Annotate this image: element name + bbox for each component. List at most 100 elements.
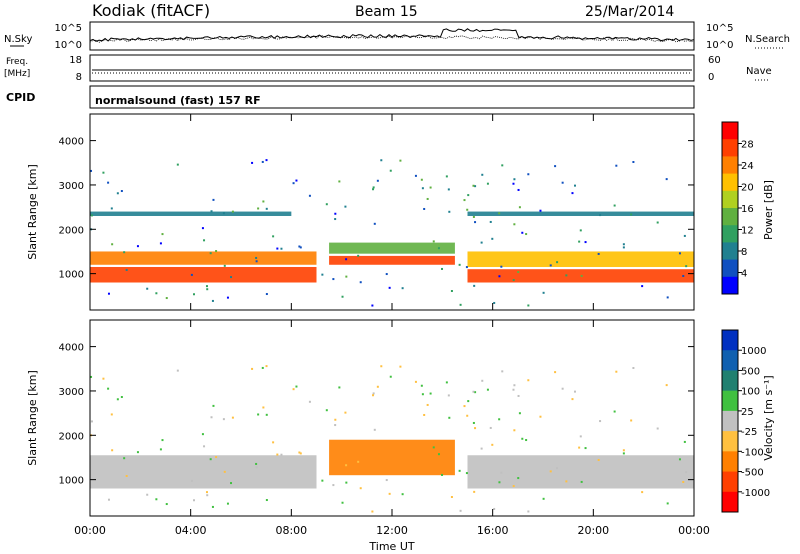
power-speckle	[622, 243, 625, 246]
power-speckle	[272, 235, 275, 238]
colorbar-cell	[722, 208, 738, 226]
velocity-speckle	[466, 414, 469, 417]
velocity-speckle	[512, 388, 515, 391]
velocity-speckle	[421, 393, 424, 396]
power-speckle	[420, 178, 423, 181]
power-speckle	[261, 160, 264, 163]
power-speckle	[512, 279, 515, 282]
velocity-speckle	[332, 484, 335, 487]
velocity-speckle	[491, 443, 494, 446]
power-speckle	[373, 222, 376, 225]
power-speckle	[201, 227, 204, 230]
velocity-speckle	[161, 439, 164, 442]
nsearch-tick-bottom: 10^0	[706, 40, 733, 51]
velocity-speckle	[206, 494, 209, 497]
power-speckle	[110, 207, 113, 210]
power-speckle	[615, 164, 618, 167]
power-speckle	[292, 182, 295, 185]
ytick-label: 4000	[59, 343, 84, 354]
power-speckle	[666, 296, 669, 299]
colorbar-cell	[722, 471, 738, 493]
power-speckle	[682, 274, 685, 277]
ytick-label: 1000	[59, 270, 84, 281]
power-speckle	[265, 207, 268, 210]
power-speckle	[123, 251, 126, 254]
velocity-speckle	[685, 471, 688, 474]
colorbar-tick-label: 20	[741, 183, 754, 194]
velocity-speckle	[380, 365, 383, 368]
colorbar-frame	[721, 329, 739, 513]
power-speckle	[578, 240, 581, 243]
velocity-speckle	[116, 398, 119, 401]
velocity-speckle	[136, 451, 139, 454]
power-colorbar-label: Power [dB]	[762, 180, 775, 240]
velocity-speckle	[211, 505, 214, 508]
power-speckle	[573, 184, 576, 187]
colorbar-cell	[722, 259, 738, 278]
velocity-speckle	[231, 416, 234, 419]
power-speckle	[472, 184, 475, 187]
power-speckle	[527, 304, 530, 307]
colorbar-cell	[722, 139, 738, 157]
power-speckle	[542, 291, 545, 294]
velocity-speckle	[357, 460, 360, 463]
xtick-label: 12:00	[376, 524, 408, 537]
velocity-speckle	[493, 507, 496, 510]
velocity-speckle	[432, 446, 435, 449]
ytick-label: 1000	[59, 476, 84, 487]
power-speckle	[527, 173, 530, 176]
power-speckle	[513, 178, 516, 181]
velocity-speckle	[584, 447, 587, 450]
velocity-speckle	[110, 413, 113, 416]
velocity-speckle	[463, 405, 466, 408]
power-speckle	[489, 220, 492, 223]
velocity-speckle	[656, 427, 659, 430]
power-speckle	[448, 210, 451, 213]
velocity-speckle	[426, 403, 429, 406]
power-speckle	[389, 169, 392, 172]
velocity-colorbar-label: Velocity [m s⁻¹]	[762, 375, 775, 460]
colorbar-cell	[722, 350, 738, 371]
power-speckle	[211, 299, 214, 302]
power-speckle	[192, 293, 195, 296]
nave-tick-top: 60	[708, 55, 721, 66]
power-ylabel: Slant Range [km]	[26, 164, 39, 260]
velocity-speckle	[385, 479, 388, 482]
nave-label: Nave	[746, 66, 772, 77]
power-speckle	[517, 188, 520, 191]
velocity-speckle	[146, 493, 149, 496]
power-speckle	[107, 292, 110, 295]
freq-tick-top: 18	[69, 55, 82, 66]
velocity-speckle	[272, 441, 275, 444]
power-speckle	[665, 178, 668, 181]
velocity-speckle	[192, 499, 195, 502]
power-heatmap	[90, 159, 694, 307]
power-speckle	[371, 304, 374, 307]
power-speckle	[344, 205, 347, 208]
velocity-speckle	[120, 396, 123, 399]
power-band	[467, 211, 694, 216]
power-speckle	[632, 161, 635, 164]
velocity-speckle	[615, 370, 618, 373]
beam-title: Beam 15	[355, 4, 418, 20]
velocity-band	[90, 455, 317, 489]
power-speckle	[372, 188, 375, 191]
power-speckle	[255, 256, 258, 259]
velocity-speckle	[474, 391, 477, 394]
power-speckle	[441, 267, 444, 270]
velocity-speckle	[372, 392, 375, 395]
velocity-speckle	[429, 392, 432, 395]
velocity-speckle	[525, 439, 528, 442]
velocity-speckle	[298, 451, 301, 454]
cpid-text: normalsound (fast) 157 RF	[95, 94, 261, 107]
velocity-speckle	[498, 481, 501, 484]
power-speckle	[466, 208, 469, 211]
power-speckle	[205, 285, 208, 288]
power-speckle	[683, 234, 686, 237]
colorbar-tick-label: 24	[741, 161, 754, 172]
velocity-speckle	[441, 473, 444, 476]
velocity-speckle	[458, 469, 461, 472]
power-speckle	[597, 252, 600, 255]
colorbar-tick-label: 16	[741, 204, 754, 215]
colorbar-cell	[722, 431, 738, 452]
